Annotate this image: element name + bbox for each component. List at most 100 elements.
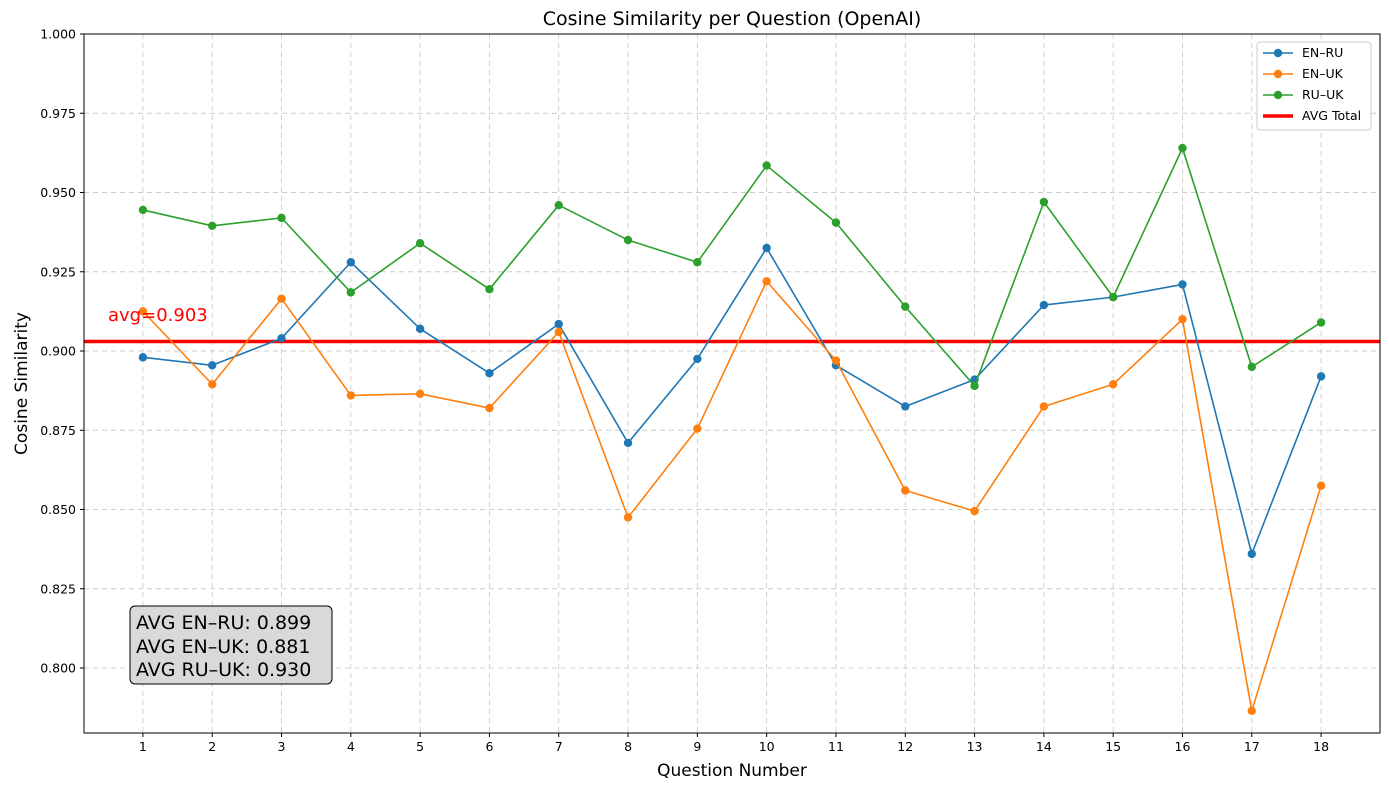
data-point-en-ru <box>623 438 633 448</box>
plot-frame <box>83 33 1381 734</box>
x-tick-label: 7 <box>555 739 563 754</box>
data-point-en-uk <box>762 277 771 286</box>
data-point-en-ru <box>1039 300 1049 310</box>
data-point-en-ru <box>554 319 563 329</box>
x-tick-label: 9 <box>693 739 701 754</box>
summary-line-ru-uk: AVG RU–UK: 0.930 <box>136 659 311 681</box>
x-tick-label: 3 <box>278 739 286 754</box>
summary-line-en-ru: AVG EN–RU: 0.899 <box>136 612 311 634</box>
series-group <box>138 143 1326 716</box>
data-point-en-ru <box>901 402 910 411</box>
x-tick-label: 18 <box>1313 739 1329 754</box>
data-point-ru-uk <box>970 381 979 391</box>
axes: 1 2 3 4 5 6 7 8 9 10 11 12 13 14 15 16 17 180.8000.8250.8… <box>40 27 1329 755</box>
y-tick-label: 1.000 <box>40 27 76 42</box>
data-point-ru-uk <box>1178 143 1187 153</box>
y-tick-label: 0.825 <box>40 581 76 596</box>
data-point-en-uk <box>208 380 217 389</box>
x-tick-label: 16 <box>1175 739 1191 754</box>
x-tick-label: 5 <box>416 739 424 754</box>
series-ru-uk <box>138 143 1326 391</box>
data-point-ru-uk <box>623 235 633 245</box>
series-en-uk <box>138 277 1326 716</box>
data-point-en-uk <box>970 506 979 516</box>
data-point-en-uk <box>1247 706 1256 716</box>
data-point-en-ru <box>415 324 425 334</box>
x-tick-label: 10 <box>759 739 775 754</box>
x-axis-label: Question Number <box>657 761 807 781</box>
chart-title: Cosine Similarity per Question (OpenAI) <box>543 8 922 30</box>
data-point-en-uk <box>693 424 702 433</box>
legend-swatch-marker <box>1273 90 1283 100</box>
series-line-en-uk <box>142 280 1322 712</box>
data-point-ru-uk <box>1039 197 1049 207</box>
data-point-ru-uk <box>762 161 771 170</box>
legend-label-en-ru: EN–RU <box>1302 45 1343 60</box>
data-point-ru-uk <box>901 302 910 311</box>
data-point-en-uk <box>1108 380 1118 389</box>
data-point-ru-uk <box>346 288 356 297</box>
legend-entry-ru-uk: RU–UK <box>1263 87 1344 102</box>
x-tick-label: 8 <box>624 739 632 754</box>
data-point-ru-uk <box>415 239 425 248</box>
y-tick-label: 0.975 <box>40 106 76 121</box>
data-point-en-uk <box>831 356 841 365</box>
data-point-ru-uk <box>831 218 841 227</box>
x-tick-label: 12 <box>897 739 913 754</box>
data-point-en-ru <box>138 353 148 362</box>
data-point-en-uk <box>901 486 910 495</box>
data-point-en-uk <box>138 307 148 316</box>
data-point-en-uk <box>346 391 356 400</box>
summary-line-en-uk: AVG EN–UK: 0.881 <box>136 636 310 658</box>
data-point-ru-uk <box>1108 292 1118 302</box>
y-tick-label: 0.875 <box>40 423 76 438</box>
legend-label-avg-total: AVG Total <box>1302 108 1361 123</box>
average-summary-box: AVG EN–RU: 0.899 AVG EN–UK: 0.881 AVG RU… <box>129 605 333 685</box>
y-tick-label: 0.850 <box>40 502 76 517</box>
data-point-ru-uk <box>138 205 148 215</box>
legend-entry-avg-total: AVG Total <box>1263 108 1361 123</box>
data-point-en-ru <box>693 354 702 364</box>
data-point-en-ru <box>277 334 286 343</box>
legend: EN–RU EN–UK RU–UK AVG Total <box>1256 41 1372 131</box>
data-point-en-uk <box>1039 402 1049 411</box>
y-axis-label: Cosine Similarity <box>12 312 32 455</box>
series-line-ru-uk <box>142 147 1322 387</box>
legend-swatch-marker <box>1273 48 1283 58</box>
legend-entry-en-uk: EN–UK <box>1263 66 1344 81</box>
x-tick-label: 4 <box>347 739 355 754</box>
x-tick-label: 17 <box>1244 739 1260 754</box>
y-tick-label: 0.925 <box>40 264 76 279</box>
data-point-ru-uk <box>1247 362 1256 372</box>
data-point-en-uk <box>623 513 633 522</box>
x-tick-label: 6 <box>485 739 493 754</box>
data-point-en-ru <box>762 243 771 253</box>
data-point-en-ru <box>1178 280 1187 289</box>
data-point-en-uk <box>554 327 563 337</box>
data-point-en-ru <box>1247 549 1256 559</box>
x-tick-label: 2 <box>208 739 216 754</box>
data-point-ru-uk <box>1316 318 1326 327</box>
legend-frame <box>1256 41 1372 131</box>
data-point-ru-uk <box>554 200 563 210</box>
data-point-ru-uk <box>277 213 286 223</box>
data-point-en-uk <box>277 294 286 303</box>
data-point-en-uk <box>415 389 425 399</box>
x-tick-label: 14 <box>1036 739 1052 754</box>
data-point-ru-uk <box>485 284 494 294</box>
data-point-ru-uk <box>693 258 702 267</box>
data-point-en-ru <box>485 368 494 378</box>
legend-swatch-marker <box>1273 69 1283 79</box>
x-tick-label: 1 <box>139 739 147 754</box>
data-point-ru-uk <box>208 221 217 230</box>
x-tick-label: 13 <box>967 739 983 754</box>
data-point-en-uk <box>485 403 494 413</box>
series-line-en-ru <box>142 247 1322 555</box>
average-label: avg=0.903 <box>108 305 208 326</box>
y-tick-label: 0.900 <box>40 344 76 359</box>
summary-box-frame <box>129 605 333 685</box>
data-point-en-ru <box>346 258 356 267</box>
legend-label-en-uk: EN–UK <box>1302 66 1344 81</box>
x-tick-label: 15 <box>1105 739 1121 754</box>
